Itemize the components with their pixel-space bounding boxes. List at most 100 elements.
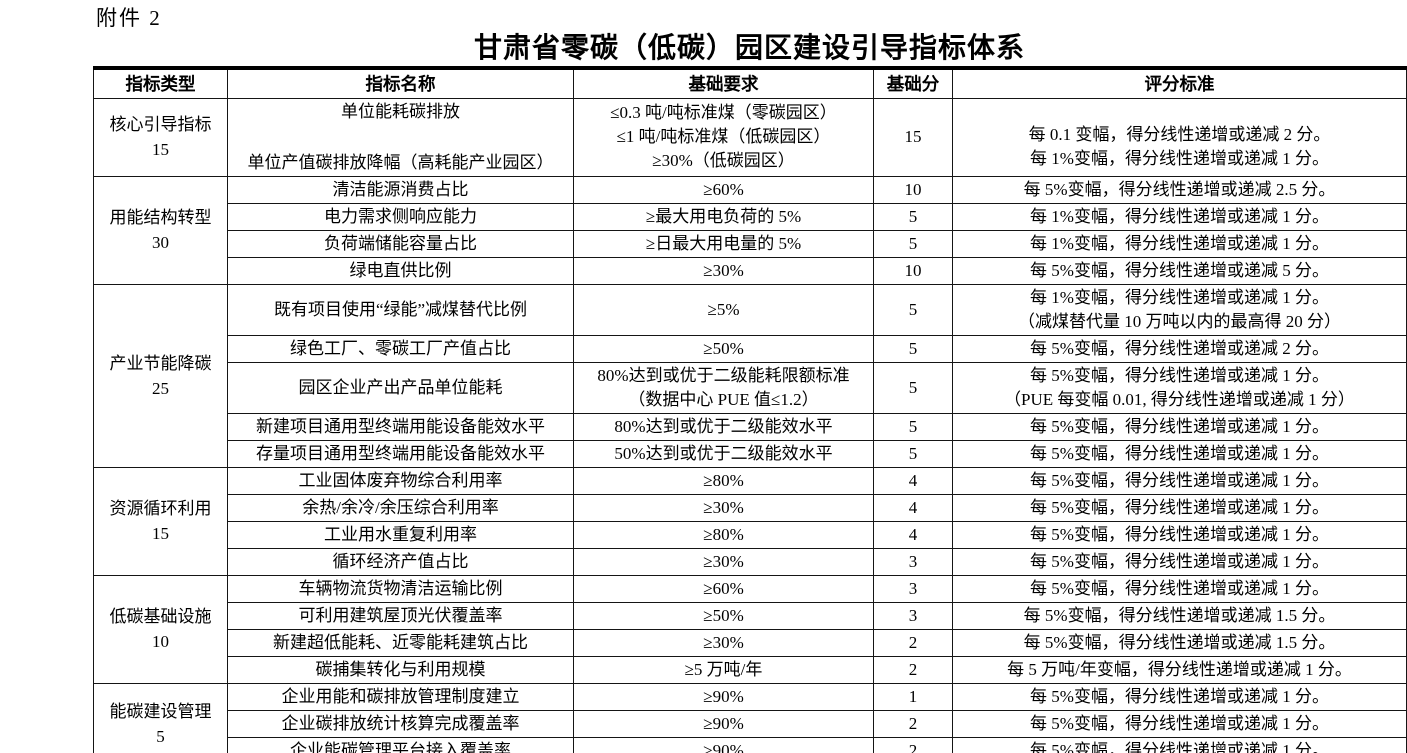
scoring-criteria-line: 每 0.1 变幅，得分线性递增或递减 2 分。 (1028, 124, 1331, 144)
requirement-cell: ≥30% (573, 628, 874, 657)
scoring-criteria-cell: 每 1%变幅，得分线性递增或递减 1 分。 (952, 202, 1407, 231)
scoring-criteria-cell: 每 5%变幅，得分线性递增或递减 1 分。 (952, 439, 1407, 468)
table-header-row: 指标类型 指标名称 基础要求 基础分 评分标准 (93, 67, 1407, 99)
indicator-name-cell: 企业碳排放统计核算完成覆盖率 (227, 709, 574, 738)
requirement-line: ≥60% (703, 179, 744, 199)
indicator-name-cell: 新建项目通用型终端用能设备能效水平 (227, 412, 574, 441)
base-score-cell: 10 (873, 175, 953, 204)
base-score-cell: 5 (873, 283, 953, 336)
requirement-line: ≤1 吨/吨标准煤（低碳园区） (616, 127, 831, 146)
requirement-line: ≥30% (703, 497, 744, 517)
indicator-name-line: 单位能耗碳排放 (341, 101, 460, 121)
category-cell: 资源循环利用 15 (93, 466, 228, 576)
scoring-criteria-cell: 每 5%变幅，得分线性递增或递减 1 分。 (952, 520, 1407, 549)
requirement-line: ≥90% (703, 713, 744, 733)
scoring-criteria-cell: 每 5%变幅，得分线性递增或递减 1 分。 (952, 412, 1407, 441)
requirement-line: （数据中心 PUE 值≤1.2） (628, 389, 819, 409)
indicator-table: 指标类型 指标名称 基础要求 基础分 评分标准 核心引导指标 15 单位能耗碳排放单… (93, 66, 1407, 753)
indicator-name-cell: 单位能耗碳排放 单位产值碳排放降幅（高耗能产业园区） (227, 97, 574, 177)
category-score: 30 (152, 233, 169, 252)
table-row: 负荷端储能容量占比 ≥日最大用电量的 5% 5 每 1%变幅，得分线性递增或递减 1 … (94, 229, 1407, 258)
indicator-name-cell: 循环经济产值占比 (227, 547, 574, 576)
requirement-line: 50%达到或优于二级能效水平 (614, 443, 833, 463)
table-row: 园区企业产出产品单位能耗 80%达到或优于二级能耗限额标准 （数据中心 PUE 值≤… (94, 361, 1407, 414)
indicator-name-line: 可利用建筑屋顶光伏覆盖率 (298, 605, 503, 625)
indicator-name-line: 余热/余冷/余压综合利用率 (302, 497, 499, 517)
base-score-cell: 3 (873, 574, 953, 603)
scoring-criteria-line: 每 5%变幅，得分线性递增或递减 1 分。 (1030, 713, 1329, 733)
scoring-criteria-cell: 每 5%变幅，得分线性递增或递减 1 分。 (952, 682, 1407, 711)
table-row: 用能结构转型 30 清洁能源消费占比 ≥60% 10 每 5%变幅，得分线性递增或递减 2… (93, 175, 1407, 285)
requirement-cell: ≥90% (573, 736, 874, 753)
table-row: 核心引导指标 15 单位能耗碳排放 单位产值碳排放降幅（高耗能产业园区） ≤0.3 吨/… (93, 97, 1407, 177)
scoring-criteria-cell: 每 0.1 变幅，得分线性递增或递减 2 分。每 1%变幅，得分线性递增或递减 … (952, 97, 1407, 177)
requirement-line: ≥日最大用电量的 5% (645, 233, 802, 253)
category-score: 10 (152, 632, 169, 651)
requirement-cell: ≥50% (573, 334, 874, 363)
indicator-name-cell: 电力需求侧响应能力 (227, 202, 574, 231)
indicator-name-line: 存量项目通用型终端用能设备能效水平 (256, 443, 545, 463)
scoring-criteria-line: 每 1%变幅，得分线性递增或递减 1 分。 (1030, 233, 1329, 253)
indicator-name-line: 工业用水重复利用率 (324, 524, 477, 544)
base-score-cell: 10 (873, 256, 953, 285)
requirement-line: ≥50% (703, 605, 744, 625)
scoring-criteria-line: 每 5%变幅，得分线性递增或递减 5 分。 (1030, 260, 1329, 280)
column-header-indicator-name: 指标名称 (227, 67, 574, 99)
requirement-line: 80%达到或优于二级能效水平 (614, 416, 833, 436)
attachment-label: 附件 2 (96, 6, 162, 30)
requirement-line: ≥30% (703, 551, 744, 571)
requirement-cell: ≥50% (573, 601, 874, 630)
requirement-line: ≥90% (703, 740, 744, 753)
indicator-name-line: 企业碳排放统计核算完成覆盖率 (281, 713, 520, 733)
scoring-criteria-line: 每 5%变幅，得分线性递增或递减 1 分。 (1030, 443, 1329, 463)
scoring-criteria-cell: 每 5%变幅，得分线性递增或递减 1 分。 (952, 736, 1407, 753)
table-row: 产业节能降碳 25 既有项目使用“绿能”减煤替代比例 ≥5% 5 每 1%变幅，得分线性递… (93, 283, 1407, 468)
scoring-criteria-line: 每 5%变幅，得分线性递增或递减 1 分。 (1030, 470, 1329, 490)
category-name: 能碳建设管理 (109, 701, 212, 721)
requirement-line: 80%达到或优于二级能耗限额标准 (597, 365, 850, 385)
requirement-cell: ≥30% (573, 547, 874, 576)
indicator-name-cell: 清洁能源消费占比 (227, 175, 574, 204)
indicator-name-cell: 负荷端储能容量占比 (227, 229, 574, 258)
table-row: 企业碳排放统计核算完成覆盖率 ≥90% 2 每 5%变幅，得分线性递增或递减 1 分。 (94, 709, 1407, 738)
indicator-name-line: 负荷端储能容量占比 (324, 233, 477, 253)
requirement-line: ≥30%（低碳园区） (652, 151, 795, 170)
scoring-criteria-cell: 每 5%变幅，得分线性递增或递减 1.5 分。 (952, 601, 1407, 630)
indicator-name-line: 循环经济产值占比 (332, 551, 469, 571)
base-score-cell: 5 (873, 229, 953, 258)
indicator-name-line: 园区企业产出产品单位能耗 (298, 377, 503, 397)
scoring-criteria-line: 每 1%变幅，得分线性递增或递减 1 分。 (1030, 206, 1329, 226)
indicator-name-cell: 绿电直供比例 (227, 256, 574, 285)
indicator-name-cell: 余热/余冷/余压综合利用率 (227, 493, 574, 522)
base-score-cell: 2 (873, 736, 953, 753)
column-header-indicator-type: 指标类型 (93, 67, 228, 99)
category-cell: 用能结构转型 30 (93, 175, 228, 285)
table-row: 绿电直供比例 ≥30% 10 每 5%变幅，得分线性递增或递减 5 分。 (94, 256, 1407, 285)
requirement-line: ≥5% (707, 299, 740, 319)
base-score-cell: 5 (873, 439, 953, 468)
requirement-line: ≥90% (703, 686, 744, 706)
category-cell: 能碳建设管理 5 (93, 682, 228, 753)
scoring-criteria-cell: 每 1%变幅，得分线性递增或递减 1 分。 （减煤替代量 10 万吨以内的最高得 … (952, 283, 1407, 336)
indicator-name-cell: 企业能碳管理平台接入覆盖率 (227, 736, 574, 753)
base-score-cell: 4 (873, 520, 953, 549)
scoring-criteria-line: （PUE 每变幅 0.01, 得分线性递增或递减 1 分） (1004, 389, 1355, 409)
indicator-name-cell: 既有项目使用“绿能”减煤替代比例 (227, 283, 574, 336)
indicator-name-line: 新建项目通用型终端用能设备能效水平 (256, 416, 545, 436)
requirement-line: ≥30% (703, 632, 744, 652)
requirement-cell: 50%达到或优于二级能效水平 (573, 439, 874, 468)
requirement-cell: ≥80% (573, 520, 874, 549)
scoring-criteria-line: （减煤替代量 10 万吨以内的最高得 20 分） (1018, 311, 1341, 331)
table-row: 新建超低能耗、近零能耗建筑占比 ≥30% 2 每 5%变幅，得分线性递增或递减 1.5… (94, 628, 1407, 657)
page-title: 甘肃省零碳（低碳）园区建设引导指标体系 (473, 32, 1025, 63)
indicator-name-line: 新建超低能耗、近零能耗建筑占比 (273, 632, 528, 652)
table-row: 工业用水重复利用率 ≥80% 4 每 5%变幅，得分线性递增或递减 1 分。 (94, 520, 1407, 549)
requirement-line: ≥5 万吨/年 (684, 659, 763, 679)
indicator-name-cell: 工业固体废弃物综合利用率 (227, 466, 574, 495)
indicator-name-line: 企业能碳管理平台接入覆盖率 (290, 740, 511, 753)
scoring-criteria-cell: 每 5%变幅，得分线性递增或递减 1 分。 （PUE 每变幅 0.01, 得分线性… (952, 361, 1407, 414)
indicator-name-line: 工业固体废弃物综合利用率 (298, 470, 503, 490)
scoring-criteria-line: 每 5%变幅，得分线性递增或递减 1 分。 (1030, 740, 1329, 753)
indicator-name-line: 企业用能和碳排放管理制度建立 (281, 686, 520, 706)
